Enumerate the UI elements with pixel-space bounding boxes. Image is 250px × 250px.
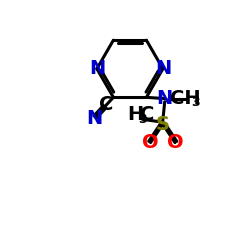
Text: 3: 3 — [138, 113, 147, 126]
Text: C: C — [140, 105, 154, 124]
Text: N: N — [155, 59, 171, 78]
Text: N: N — [86, 109, 103, 128]
Text: N: N — [89, 59, 105, 78]
Text: C: C — [99, 95, 113, 114]
Text: O: O — [142, 133, 159, 152]
Text: H: H — [127, 105, 143, 124]
Text: CH: CH — [170, 88, 201, 108]
Text: N: N — [156, 89, 173, 108]
Text: S: S — [156, 115, 170, 134]
Text: 3: 3 — [191, 96, 200, 109]
Text: O: O — [167, 133, 183, 152]
